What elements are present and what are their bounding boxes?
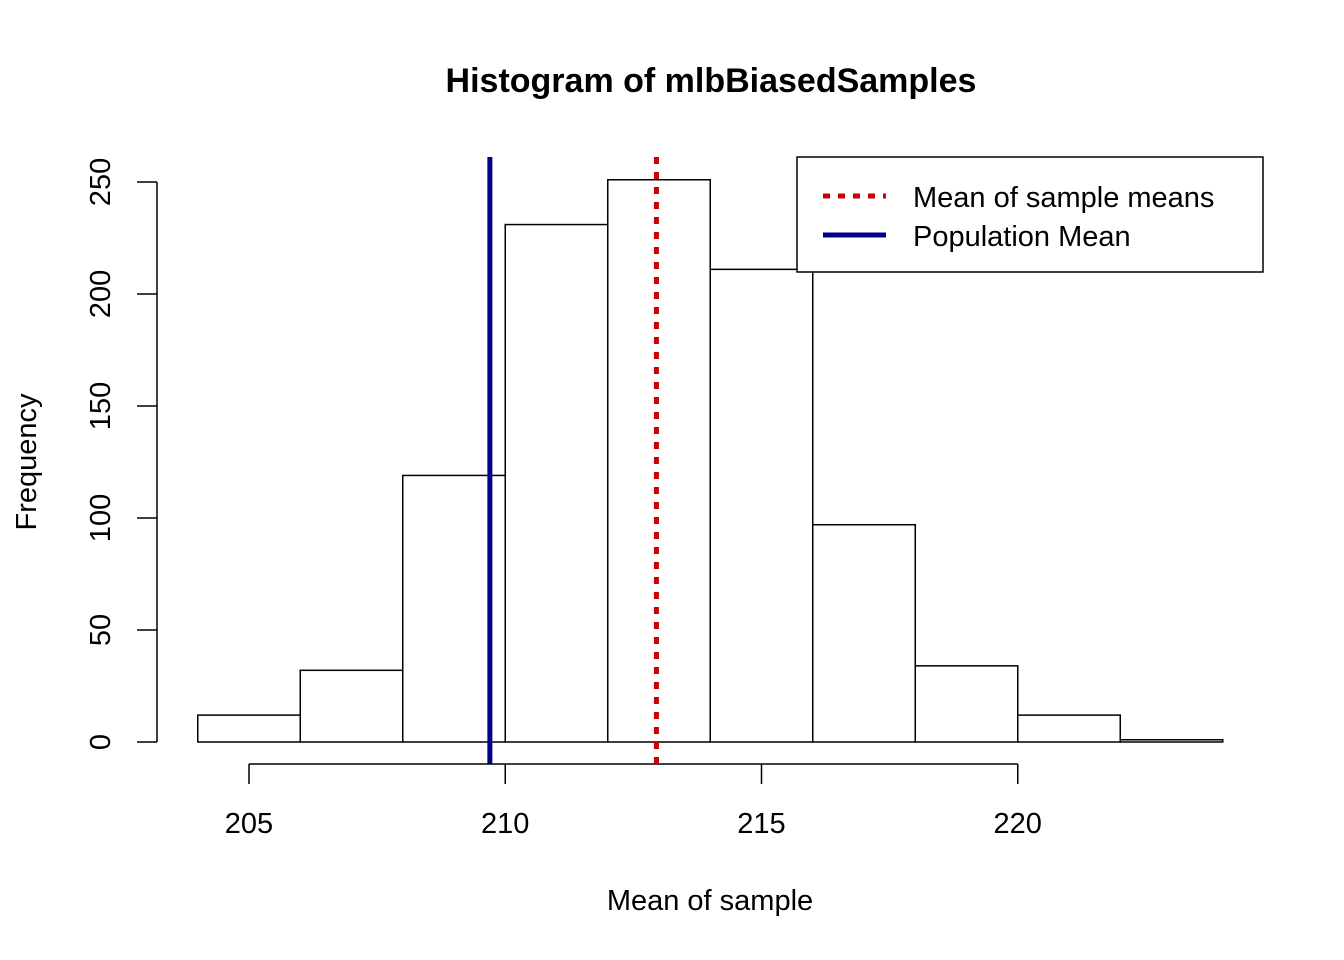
x-tick-label: 220 — [994, 808, 1042, 840]
y-tick-label: 200 — [85, 270, 117, 318]
y-tick-label: 250 — [85, 158, 117, 206]
y-tick-label: 50 — [85, 614, 117, 646]
histogram-bar — [914, 665, 1019, 743]
histogram-bar — [812, 523, 916, 743]
histogram-bar — [607, 179, 711, 743]
y-tick-label: 150 — [85, 382, 117, 430]
histogram-bar — [197, 714, 301, 743]
histogram-bar — [1119, 739, 1224, 743]
x-tick-label: 210 — [481, 808, 529, 840]
chart-title: Histogram of mlbBiasedSamples — [446, 62, 977, 100]
y-axis-label: Frequency — [11, 393, 43, 531]
histogram-bar — [299, 669, 404, 743]
legend: Mean of sample means Population Mean — [796, 156, 1264, 273]
histogram-bar — [504, 223, 609, 743]
legend-label-population-mean: Population Mean — [913, 221, 1131, 253]
y-tick-label: 0 — [85, 734, 117, 750]
histogram-bar — [1017, 714, 1121, 743]
histogram-bar — [709, 268, 814, 743]
legend-label-sample-means: Mean of sample means — [913, 182, 1214, 214]
x-axis-label: Mean of sample — [607, 885, 813, 917]
x-tick-label: 215 — [737, 808, 785, 840]
x-tick-label: 205 — [225, 808, 273, 840]
legend-box — [796, 156, 1264, 273]
y-tick-label: 100 — [85, 494, 117, 542]
